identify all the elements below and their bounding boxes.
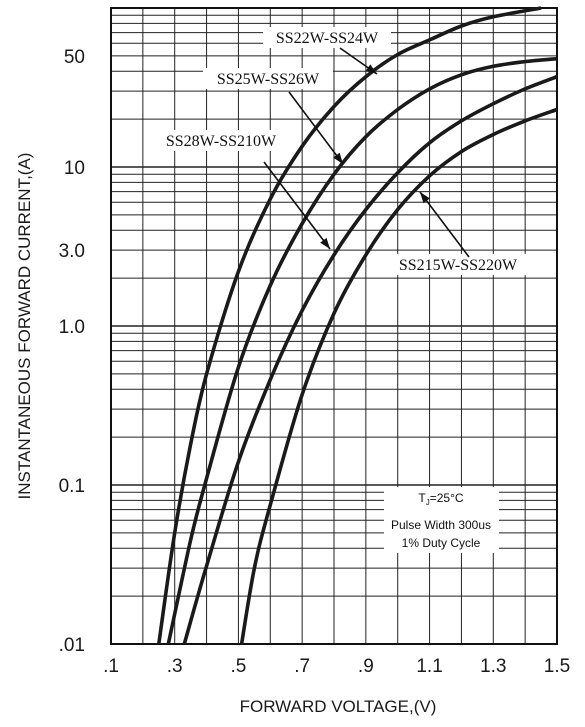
x-tick-label: 1.3 [480, 656, 506, 677]
arrowhead [320, 237, 330, 249]
y-tick-label: 50 [64, 47, 85, 68]
arrowhead [365, 64, 377, 74]
series-label-background [203, 68, 333, 89]
series-label: SS22W-SS24W [276, 30, 379, 47]
conditions-note: TJ=25°C Pulse Width 300us 1% Duty Cycle [384, 487, 499, 553]
y-tick-label: 10 [64, 158, 85, 179]
series-label: SS215W-SS220W [399, 257, 518, 274]
temperature-note: TJ=25°C [418, 491, 463, 507]
series-label-background [151, 130, 291, 151]
series-labels: SS22W-SS24W SS25W-SS26W SS28W-SS210W SS215W… [151, 27, 533, 275]
x-tick-label: .7 [294, 656, 310, 677]
x-tick-label: .3 [167, 656, 183, 677]
arrowhead [420, 192, 430, 204]
plot-frame [110, 7, 558, 645]
x-tick-label: .9 [358, 656, 374, 677]
duty-cycle-note: 1% Duty Cycle [402, 536, 481, 550]
series-line [157, 6, 542, 645]
arrow-line [419, 191, 470, 258]
x-axis-title: FORWARD VOLTAGE,(V) [240, 697, 437, 716]
y-tick-label: 1.0 [59, 317, 85, 338]
x-tick-label: 1.1 [416, 656, 442, 677]
series-group [157, 6, 558, 645]
arrowhead [333, 152, 343, 164]
series-line [166, 56, 558, 645]
series-label: SS28W-SS210W [166, 133, 277, 150]
x-tick-label: .1 [103, 656, 119, 677]
x-tick-label: 1.5 [544, 656, 570, 677]
y-axis-title: INSTANTANEOUS FORWARD CURRENT,(A) [15, 153, 34, 500]
series-label: SS25W-SS26W [217, 71, 320, 88]
y-tick-label: 3.0 [59, 241, 85, 262]
series-label-background [383, 254, 533, 275]
x-tick-label: .5 [230, 656, 246, 677]
tick-labels: .1 .3 .5 .7 .9 1.1 1.3 1.5 .01 0.1 1.0 3.0 10 50 [59, 47, 571, 677]
arrow-line [288, 91, 344, 165]
series-line [182, 75, 558, 645]
series-label-background [263, 27, 391, 48]
arrow-line [263, 161, 331, 250]
y-tick-label: 0.1 [59, 476, 85, 497]
y-tick-label: .01 [59, 635, 85, 656]
series-line [239, 107, 558, 645]
pulse-width-note: Pulse Width 300us [391, 518, 491, 532]
